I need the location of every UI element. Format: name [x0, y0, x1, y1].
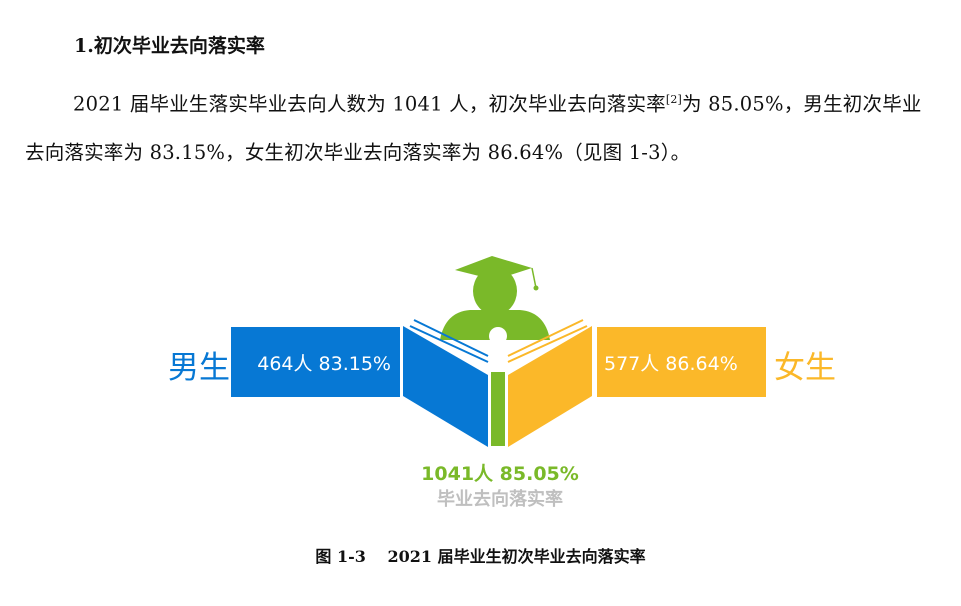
body-paragraph: 2021 届毕业生落实毕业去向人数为 1041 人，初次毕业去向落实率[2]为 …	[25, 76, 940, 177]
figure-caption: 图 1-3 2021 届毕业生初次毕业去向落实率	[315, 547, 646, 566]
book-left-page	[403, 326, 488, 447]
total-label: 毕业去向落实率	[437, 489, 563, 510]
male-stat-box: 464人 83.15%	[231, 327, 400, 397]
female-stat-box: 577人 86.64%	[597, 327, 766, 397]
reference-link[interactable]: [2]	[665, 93, 683, 106]
paragraph-text: 2021 届毕业生落实毕业去向人数为 1041 人，初次毕业去向落实率	[73, 92, 666, 116]
female-label: 女生	[774, 350, 836, 386]
section-title: 1.初次毕业去向落实率	[74, 35, 265, 57]
book-right-page	[508, 326, 592, 447]
paragraph-text-cont: 为 85.05%，男生初次毕业去向落实率为 83.15%，女生初次毕业去向落实率…	[25, 92, 922, 164]
total-stat: 1041人 85.05%	[421, 463, 579, 485]
male-label: 男生	[168, 350, 230, 386]
book-spine	[491, 372, 505, 446]
